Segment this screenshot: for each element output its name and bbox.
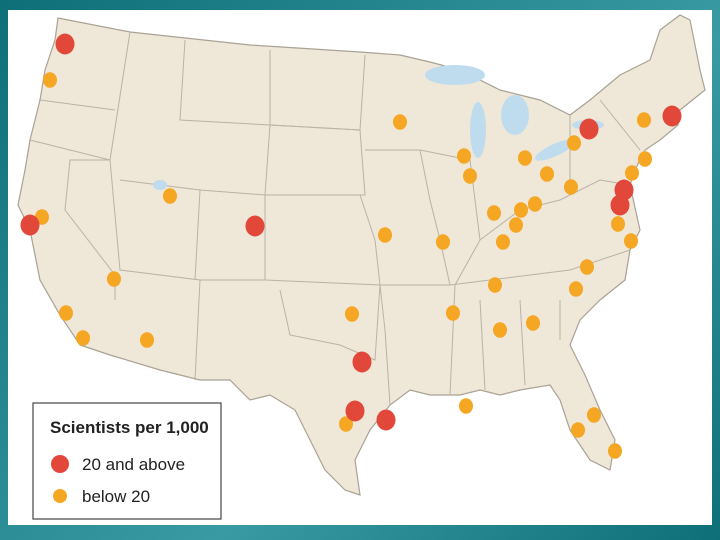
legend-label: below 20: [82, 487, 150, 506]
city-dot-below-20: [378, 227, 392, 243]
city-dot-below-20: [526, 315, 540, 331]
city-dot-below-20: [637, 112, 651, 128]
city-dot-below-20: [496, 234, 510, 250]
city-dot-20-and-above: [55, 33, 75, 55]
city-dot-below-20: [107, 271, 121, 287]
city-dot-below-20: [463, 168, 477, 184]
city-dot-below-20: [564, 179, 578, 195]
city-dot-below-20: [580, 259, 594, 275]
city-dot-below-20: [43, 72, 57, 88]
city-dot-below-20: [345, 306, 359, 322]
legend-label: 20 and above: [82, 455, 185, 474]
city-dot-below-20: [393, 114, 407, 130]
city-dot-20-and-above: [662, 105, 682, 127]
city-dot-below-20: [488, 277, 502, 293]
city-dot-below-20: [624, 233, 638, 249]
city-dot-20-and-above: [345, 400, 365, 422]
city-dot-below-20: [625, 165, 639, 181]
city-dot-below-20: [540, 166, 554, 182]
city-dot-below-20: [487, 205, 501, 221]
city-dot-below-20: [163, 188, 177, 204]
city-dot-below-20: [638, 151, 652, 167]
city-dot-20-and-above: [610, 194, 630, 216]
city-dot-below-20: [571, 422, 585, 438]
city-dot-20-and-above: [352, 351, 372, 373]
city-dot-below-20: [514, 202, 528, 218]
city-dot-below-20: [436, 234, 450, 250]
city-dot-below-20: [76, 330, 90, 346]
state-lines: [29, 31, 641, 406]
city-dot-below-20: [59, 305, 73, 321]
city-dot-below-20: [457, 148, 471, 164]
city-dot-below-20: [446, 305, 460, 321]
lakes: [153, 65, 604, 190]
city-dot-below-20: [608, 443, 622, 459]
city-dot-below-20: [493, 322, 507, 338]
city-dot-below-20: [587, 407, 601, 423]
city-dot-below-20: [611, 216, 625, 232]
city-dot-below-20: [509, 217, 523, 233]
legend-title: Scientists per 1,000: [50, 418, 209, 437]
city-dot-below-20: [518, 150, 532, 166]
city-dot-20-and-above: [579, 118, 599, 140]
legend-swatch: [53, 489, 67, 503]
city-dot-20-and-above: [20, 214, 40, 236]
city-dot-below-20: [339, 416, 353, 432]
city-dot-below-20: [528, 196, 542, 212]
city-dot-20-and-above: [376, 409, 396, 431]
city-dot-20-and-above: [245, 215, 265, 237]
city-dots: [20, 33, 682, 459]
city-dot-below-20: [140, 332, 154, 348]
city-dot-below-20: [567, 135, 581, 151]
us-outline: [17, 14, 706, 496]
legend-swatch: [51, 455, 69, 473]
city-dot-below-20: [569, 281, 583, 297]
city-dot-below-20: [459, 398, 473, 414]
